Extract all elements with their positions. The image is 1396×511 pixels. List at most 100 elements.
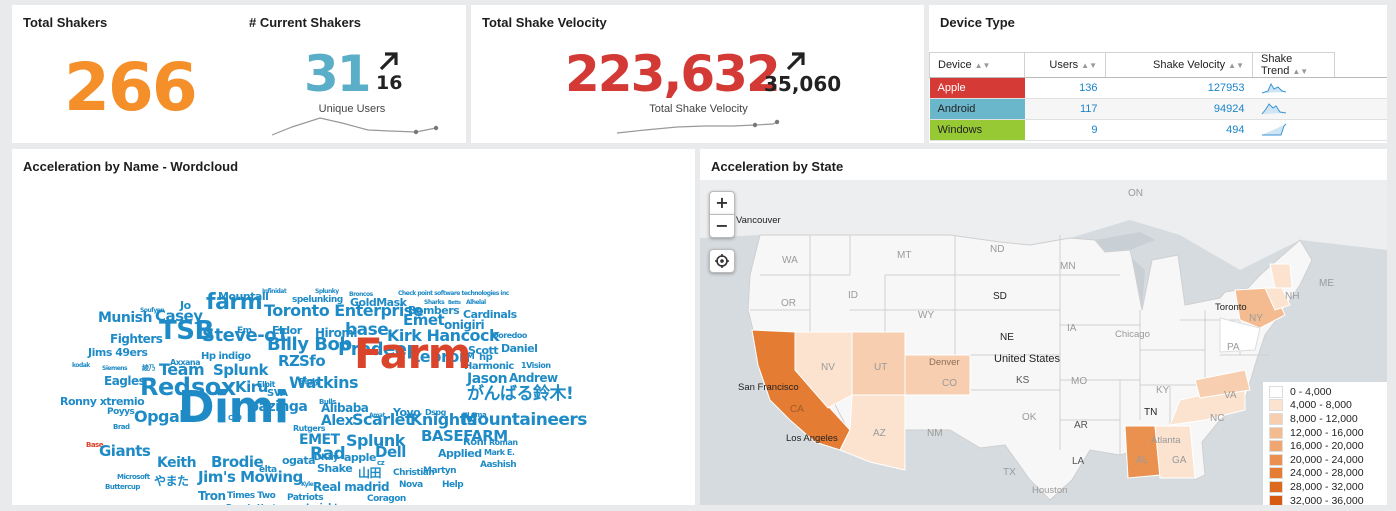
wordcloud-word[interactable]: Yoyo xyxy=(393,405,421,419)
wordcloud-word[interactable]: Steve-o1 xyxy=(202,324,289,346)
wordcloud-word[interactable]: Alibaba xyxy=(321,400,369,415)
wordcloud-word[interactable]: Dimi xyxy=(178,381,289,433)
wordcloud-word[interactable]: Mountall xyxy=(218,289,269,303)
wordcloud-word[interactable]: 1Vision xyxy=(521,361,551,371)
wordcloud-word[interactable]: Roman xyxy=(489,438,518,448)
wordcloud-word[interactable]: Tron xyxy=(198,488,226,503)
column-header-velocity[interactable]: Shake Velocity ▲▼ xyxy=(1105,52,1253,78)
wordcloud-word[interactable]: elta xyxy=(259,465,277,476)
wordcloud-word[interactable]: Alex xyxy=(321,413,354,430)
wordcloud-word[interactable]: Insightec xyxy=(306,504,349,505)
wordcloud-word[interactable]: Lebron xyxy=(410,347,470,367)
wordcloud-word[interactable]: Opgal xyxy=(134,407,185,427)
wordcloud-word[interactable]: Mountaineers xyxy=(461,409,587,430)
wordcloud-word[interactable]: Buttercup xyxy=(105,483,140,492)
wordcloud-word[interactable]: Jo xyxy=(180,298,191,312)
column-header-users[interactable]: Users ▲▼ xyxy=(1024,52,1106,78)
wordcloud-word[interactable]: 山田 xyxy=(358,465,382,480)
map-canvas[interactable]: ON WA MT ND MN OR ID SD WY NE IA NV UT C… xyxy=(700,180,1387,505)
wordcloud-word[interactable]: Rad xyxy=(310,443,346,464)
wordcloud-word[interactable]: Scott xyxy=(468,343,499,357)
column-header-device[interactable]: Device ▲▼ xyxy=(929,52,1025,78)
zoom-in-button[interactable]: + xyxy=(709,191,735,215)
wordcloud-word[interactable]: Splunk xyxy=(346,431,405,451)
wordcloud-word[interactable]: Betts xyxy=(448,299,461,306)
wordcloud-word[interactable]: Pradeep xyxy=(338,338,419,360)
wordcloud-word[interactable]: SVA xyxy=(267,387,288,399)
wordcloud-word[interactable]: Kyle xyxy=(301,480,314,488)
wordcloud-word[interactable]: Kiru xyxy=(235,378,268,397)
wordcloud-word[interactable]: Eagles xyxy=(104,373,146,388)
wordcloud-word[interactable]: Microsoft xyxy=(117,473,150,482)
wordcloud-word[interactable]: Martyn xyxy=(423,466,457,477)
wordcloud-word[interactable]: Jason xyxy=(467,371,508,388)
wordcloud-word[interactable]: Ooredoo xyxy=(492,331,527,341)
wordcloud-word[interactable]: onigiri xyxy=(444,317,485,332)
wordcloud-word[interactable]: Sharks xyxy=(424,298,445,306)
wordcloud-word[interactable]: sox xyxy=(191,372,236,401)
wordcloud-word[interactable]: cz xyxy=(377,459,385,468)
wordcloud-word[interactable]: Brad xyxy=(113,423,130,432)
wordcloud-word[interactable]: Red xyxy=(140,372,191,401)
wordcloud-word[interactable]: Em xyxy=(237,326,252,337)
wordcloud-word[interactable]: TSB xyxy=(159,315,214,346)
wordcloud-word[interactable]: 綾乃 xyxy=(142,364,156,373)
wordcloud-word[interactable]: C30 xyxy=(228,414,242,423)
wordcloud-word[interactable]: Team xyxy=(159,360,205,380)
wordcloud-word[interactable]: Hp indigo xyxy=(201,350,251,362)
wordcloud-word[interactable]: Keith xyxy=(157,455,197,472)
wordcloud-word[interactable]: Poyys xyxy=(107,407,135,418)
wordcloud-word[interactable]: RZ xyxy=(278,352,300,371)
wordcloud-word[interactable]: Roni xyxy=(463,436,487,448)
wordcloud-word[interactable]: Andrew xyxy=(509,370,558,385)
wordcloud-word[interactable]: Real madrid xyxy=(313,479,390,494)
wordcloud-word[interactable]: Alhelal xyxy=(466,298,486,306)
wordcloud-word[interactable]: Emet xyxy=(403,311,445,330)
wordcloud-word[interactable]: bazinga xyxy=(249,399,308,416)
wordcloud-word[interactable]: Axxana xyxy=(170,358,201,368)
wordcloud-word[interactable]: Scarlet xyxy=(352,410,413,430)
wordcloud-word[interactable]: Harmonic xyxy=(464,360,514,372)
wordcloud-word[interactable]: JM xyxy=(463,352,475,363)
wordcloud-word[interactable]: Check point software technologies inc xyxy=(398,289,509,297)
wordcloud-word[interactable]: Fighters xyxy=(110,331,163,346)
wordcloud-word[interactable]: Jim's Mowing xyxy=(198,468,303,487)
wordcloud-word[interactable]: base xyxy=(345,319,389,340)
wordcloud-word[interactable]: Rutgers xyxy=(293,424,326,434)
wordcloud-word[interactable]: Toronto Enterprise xyxy=(264,301,424,321)
wordcloud-word[interactable]: DKay xyxy=(314,453,339,464)
wordcloud-word[interactable]: ogata xyxy=(282,453,316,467)
wordcloud-word[interactable]: Broncos xyxy=(349,290,373,298)
wordcloud-word[interactable]: Times Two xyxy=(227,491,276,502)
wordcloud-word[interactable]: farm xyxy=(206,290,263,316)
wordcloud-word[interactable]: Christian xyxy=(393,468,435,479)
wordcloud-word[interactable]: Mark E. xyxy=(484,448,515,458)
zoom-out-button[interactable]: − xyxy=(709,214,735,238)
wordcloud-word[interactable]: Knights xyxy=(410,410,476,430)
wordcloud-word[interactable]: Base xyxy=(86,441,103,450)
wordcloud-word[interactable]: Bombers xyxy=(408,303,460,317)
wordcloud-word[interactable]: kodak xyxy=(72,361,90,369)
column-header-trend[interactable]: Shake Trend ▲▼ xyxy=(1252,52,1335,78)
wordcloud-word[interactable]: Brodie xyxy=(211,453,264,472)
wordcloud-word[interactable]: hp xyxy=(479,351,493,363)
wordcloud-word[interactable]: Bigly xyxy=(299,377,320,387)
wordcloud-word[interactable]: Splunky xyxy=(315,287,339,295)
wordcloud-word[interactable]: Giants xyxy=(99,442,151,461)
wordcloud-word[interactable]: Jims 49ers xyxy=(88,345,148,359)
wordcloud-word[interactable]: Bulls xyxy=(319,398,336,407)
wordcloud-word[interactable]: EMET xyxy=(299,432,340,449)
wordcloud-word[interactable]: Amat xyxy=(369,411,385,419)
table-row[interactable]: Android 117 94924 xyxy=(929,98,1387,120)
wordcloud-word[interactable]: Soufyen xyxy=(140,306,165,314)
wordcloud-word[interactable]: Kirk Hancock xyxy=(387,326,500,346)
wordcloud-word[interactable]: Casey xyxy=(155,307,203,326)
wordcloud-word[interactable]: Eldor xyxy=(272,323,302,337)
wordcloud-word[interactable]: Dell xyxy=(375,443,406,462)
wordcloud-word[interactable]: Daniel xyxy=(501,341,538,355)
wordcloud-word[interactable]: Lama xyxy=(467,411,487,420)
wordcloud-word[interactable]: Elbit xyxy=(257,380,276,390)
wordcloud-word[interactable]: apple xyxy=(344,450,376,464)
wordcloud-word[interactable]: Help xyxy=(442,480,464,491)
wordcloud-word[interactable]: Sfo xyxy=(299,352,326,371)
